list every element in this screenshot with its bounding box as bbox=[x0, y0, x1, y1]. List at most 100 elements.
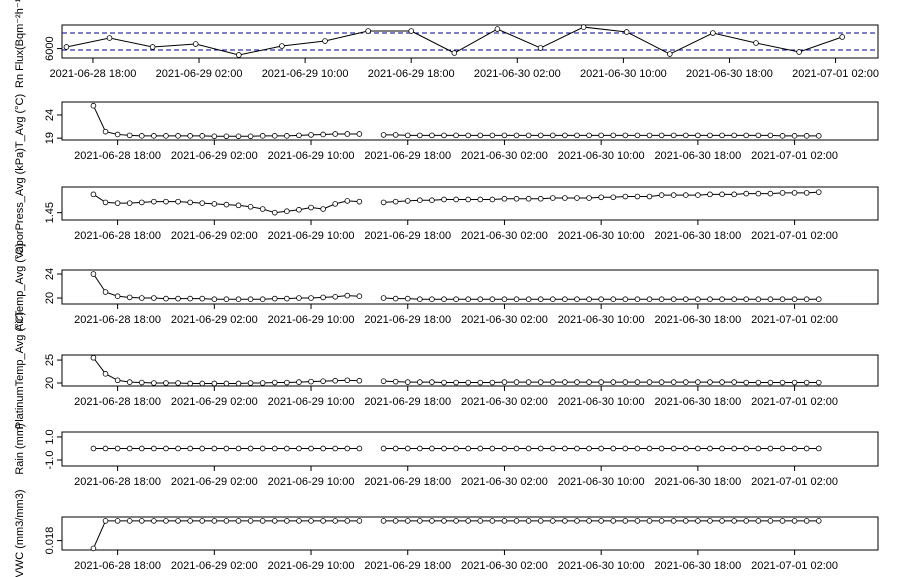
data-point bbox=[562, 296, 568, 303]
data-point bbox=[610, 518, 617, 524]
data-point bbox=[453, 132, 459, 139]
data-point bbox=[537, 132, 544, 139]
data-point bbox=[622, 518, 629, 524]
x-tick-label: 2021-06-28 18:00 bbox=[74, 150, 161, 162]
x-tick-label: 2021-07-01 02:00 bbox=[751, 150, 838, 162]
data-point bbox=[767, 379, 774, 386]
data-point bbox=[646, 445, 653, 452]
x-tick-label: 2021-06-29 18:00 bbox=[364, 560, 451, 572]
data-point bbox=[562, 445, 568, 452]
data-point bbox=[356, 293, 363, 300]
data-point bbox=[598, 518, 604, 524]
x-tick-label: 2021-06-29 02:00 bbox=[171, 476, 258, 488]
data-point bbox=[175, 518, 181, 524]
data-point bbox=[235, 380, 242, 387]
data-point bbox=[477, 445, 484, 452]
data-point bbox=[743, 190, 750, 197]
data-point bbox=[223, 296, 230, 303]
x-tick-label: 2021-06-30 02:00 bbox=[461, 396, 548, 408]
data-point bbox=[187, 518, 193, 524]
data-point bbox=[501, 379, 508, 385]
data-point bbox=[755, 190, 762, 197]
data-point bbox=[163, 198, 169, 205]
data-point bbox=[453, 296, 459, 303]
data-point bbox=[199, 380, 206, 387]
data-point bbox=[453, 518, 459, 524]
data-point bbox=[417, 518, 423, 524]
x-tick-label: 2021-07-01 02:00 bbox=[751, 560, 838, 572]
data-point bbox=[163, 518, 169, 524]
x-tick-label: 2021-06-28 18:00 bbox=[74, 476, 161, 488]
data-point bbox=[494, 26, 501, 32]
data-point bbox=[610, 445, 617, 452]
data-point bbox=[465, 296, 471, 303]
data-point bbox=[308, 518, 314, 524]
data-point bbox=[755, 296, 762, 303]
data-point bbox=[719, 132, 725, 139]
data-point bbox=[90, 102, 97, 109]
data-point bbox=[525, 132, 532, 139]
data-point bbox=[695, 445, 701, 452]
data-point bbox=[392, 132, 399, 138]
data-point bbox=[332, 445, 339, 452]
data-point bbox=[320, 294, 326, 301]
data-point bbox=[658, 296, 665, 303]
data-point bbox=[175, 133, 181, 139]
x-tick-label: 2021-06-29 10:00 bbox=[268, 150, 355, 162]
data-point bbox=[223, 380, 230, 387]
x-tick-label: 2021-06-28 18:00 bbox=[50, 68, 137, 80]
plot-frame bbox=[61, 186, 879, 221]
plot-frame bbox=[61, 269, 879, 305]
x-tick-label: 2021-06-30 02:00 bbox=[474, 68, 561, 80]
data-point bbox=[634, 445, 641, 452]
y-tick-label: 1.0 bbox=[44, 429, 56, 444]
data-point bbox=[580, 24, 587, 30]
x-tick-label: 2021-06-29 02:00 bbox=[171, 150, 258, 162]
x-tick-label: 2021-06-29 02:00 bbox=[171, 314, 258, 326]
data-point bbox=[90, 191, 97, 198]
x-tick-label: 2021-06-29 02:00 bbox=[171, 230, 258, 242]
data-point bbox=[451, 50, 458, 56]
data-point bbox=[296, 445, 302, 452]
data-point bbox=[574, 132, 580, 139]
x-tick-label: 2021-07-01 02:00 bbox=[751, 476, 838, 488]
data-point bbox=[380, 132, 387, 138]
plot-frame bbox=[61, 101, 879, 141]
data-point bbox=[779, 296, 786, 303]
data-point bbox=[320, 378, 326, 384]
data-point bbox=[707, 518, 713, 524]
data-point bbox=[63, 44, 70, 50]
data-point bbox=[719, 191, 725, 198]
data-point bbox=[187, 295, 193, 302]
data-point bbox=[731, 518, 737, 524]
data-point bbox=[550, 445, 556, 452]
data-point bbox=[235, 133, 242, 140]
data-point bbox=[489, 296, 496, 303]
data-point bbox=[707, 296, 713, 303]
y-tick-label: 0.018 bbox=[44, 527, 56, 555]
data-point bbox=[284, 445, 290, 452]
x-tick-label: 2021-06-30 18:00 bbox=[654, 150, 741, 162]
x-tick-label: 2021-06-29 18:00 bbox=[364, 396, 451, 408]
data-point bbox=[211, 296, 218, 303]
data-point bbox=[707, 445, 713, 452]
data-point bbox=[574, 379, 580, 385]
data-point bbox=[429, 445, 435, 452]
data-point bbox=[682, 132, 689, 139]
data-point bbox=[308, 378, 314, 385]
data-point bbox=[743, 296, 750, 303]
data-point bbox=[106, 35, 113, 41]
data-point bbox=[163, 133, 169, 139]
data-point bbox=[271, 445, 278, 452]
x-tick-label: 2021-06-30 18:00 bbox=[654, 476, 741, 488]
data-point bbox=[489, 132, 496, 139]
data-point bbox=[404, 132, 411, 139]
data-point bbox=[332, 131, 339, 137]
data-point bbox=[610, 132, 617, 139]
data-point bbox=[163, 295, 169, 302]
y-axis-label: AirTemp_Avg (°C) bbox=[14, 243, 26, 331]
data-point bbox=[90, 271, 97, 277]
data-point bbox=[755, 518, 762, 524]
data-point bbox=[114, 377, 121, 384]
